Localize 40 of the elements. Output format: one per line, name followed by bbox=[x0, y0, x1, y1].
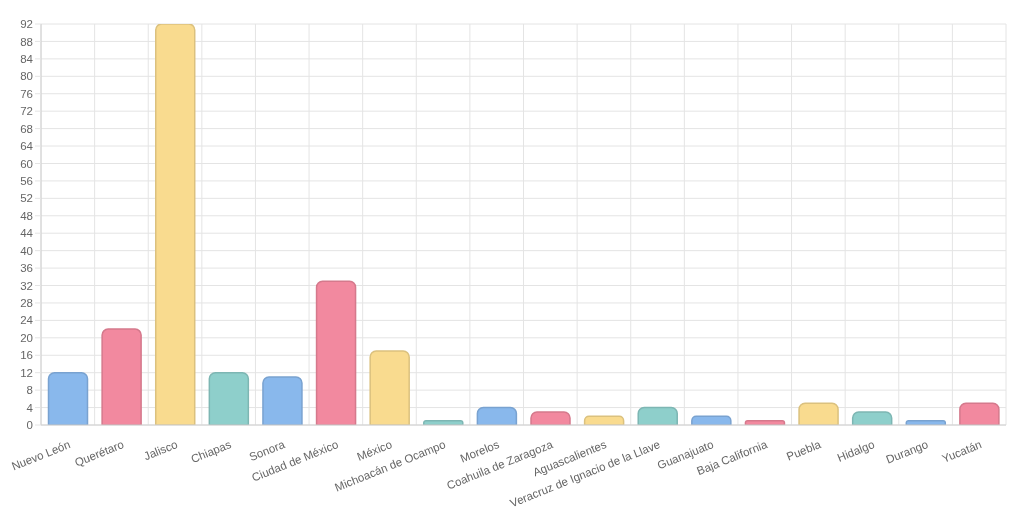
y-tick-label: 52 bbox=[20, 192, 33, 205]
y-tick-label: 24 bbox=[20, 314, 34, 327]
bar bbox=[476, 406, 518, 425]
y-tick-label: 12 bbox=[20, 366, 33, 379]
x-tick-label: Jalisco bbox=[142, 438, 180, 463]
bar bbox=[530, 411, 571, 425]
y-tick-label: 84 bbox=[20, 52, 34, 65]
y-tick-label: 92 bbox=[20, 18, 33, 31]
y-tick-label: 80 bbox=[20, 70, 33, 83]
bar bbox=[637, 406, 678, 425]
y-tick-label: 48 bbox=[20, 209, 33, 222]
bar bbox=[101, 328, 142, 425]
bar bbox=[315, 280, 357, 425]
bar bbox=[208, 371, 250, 425]
y-tick-label: 56 bbox=[20, 175, 33, 187]
y-tick-label: 4 bbox=[26, 401, 34, 414]
y-tick-label: 20 bbox=[20, 331, 33, 344]
bar bbox=[154, 24, 196, 425]
y-tick-label: 8 bbox=[26, 384, 33, 397]
y-tick-label: 32 bbox=[20, 279, 33, 292]
bar bbox=[851, 411, 893, 425]
y-tick-label: 28 bbox=[20, 297, 33, 310]
y-tick-label: 16 bbox=[20, 349, 33, 362]
y-tick-label: 76 bbox=[20, 87, 33, 100]
y-tick-label: 36 bbox=[20, 262, 33, 275]
y-tick-label: 0 bbox=[26, 419, 33, 432]
bar bbox=[369, 350, 410, 425]
x-tick-label: Puebla bbox=[784, 437, 824, 463]
bar bbox=[47, 371, 89, 425]
y-tick-label: 64 bbox=[20, 140, 34, 153]
bar bbox=[262, 376, 303, 425]
bar bbox=[959, 402, 1000, 425]
bar bbox=[798, 402, 839, 425]
y-tick-label: 44 bbox=[20, 227, 34, 240]
y-tick-label: 40 bbox=[20, 244, 33, 257]
y-tick-label: 72 bbox=[20, 105, 33, 118]
y-tick-label: 68 bbox=[20, 122, 33, 135]
y-tick-label: 60 bbox=[20, 157, 33, 170]
y-tick-label: 88 bbox=[20, 35, 33, 48]
x-tick-label: Nuevo León bbox=[9, 438, 72, 473]
